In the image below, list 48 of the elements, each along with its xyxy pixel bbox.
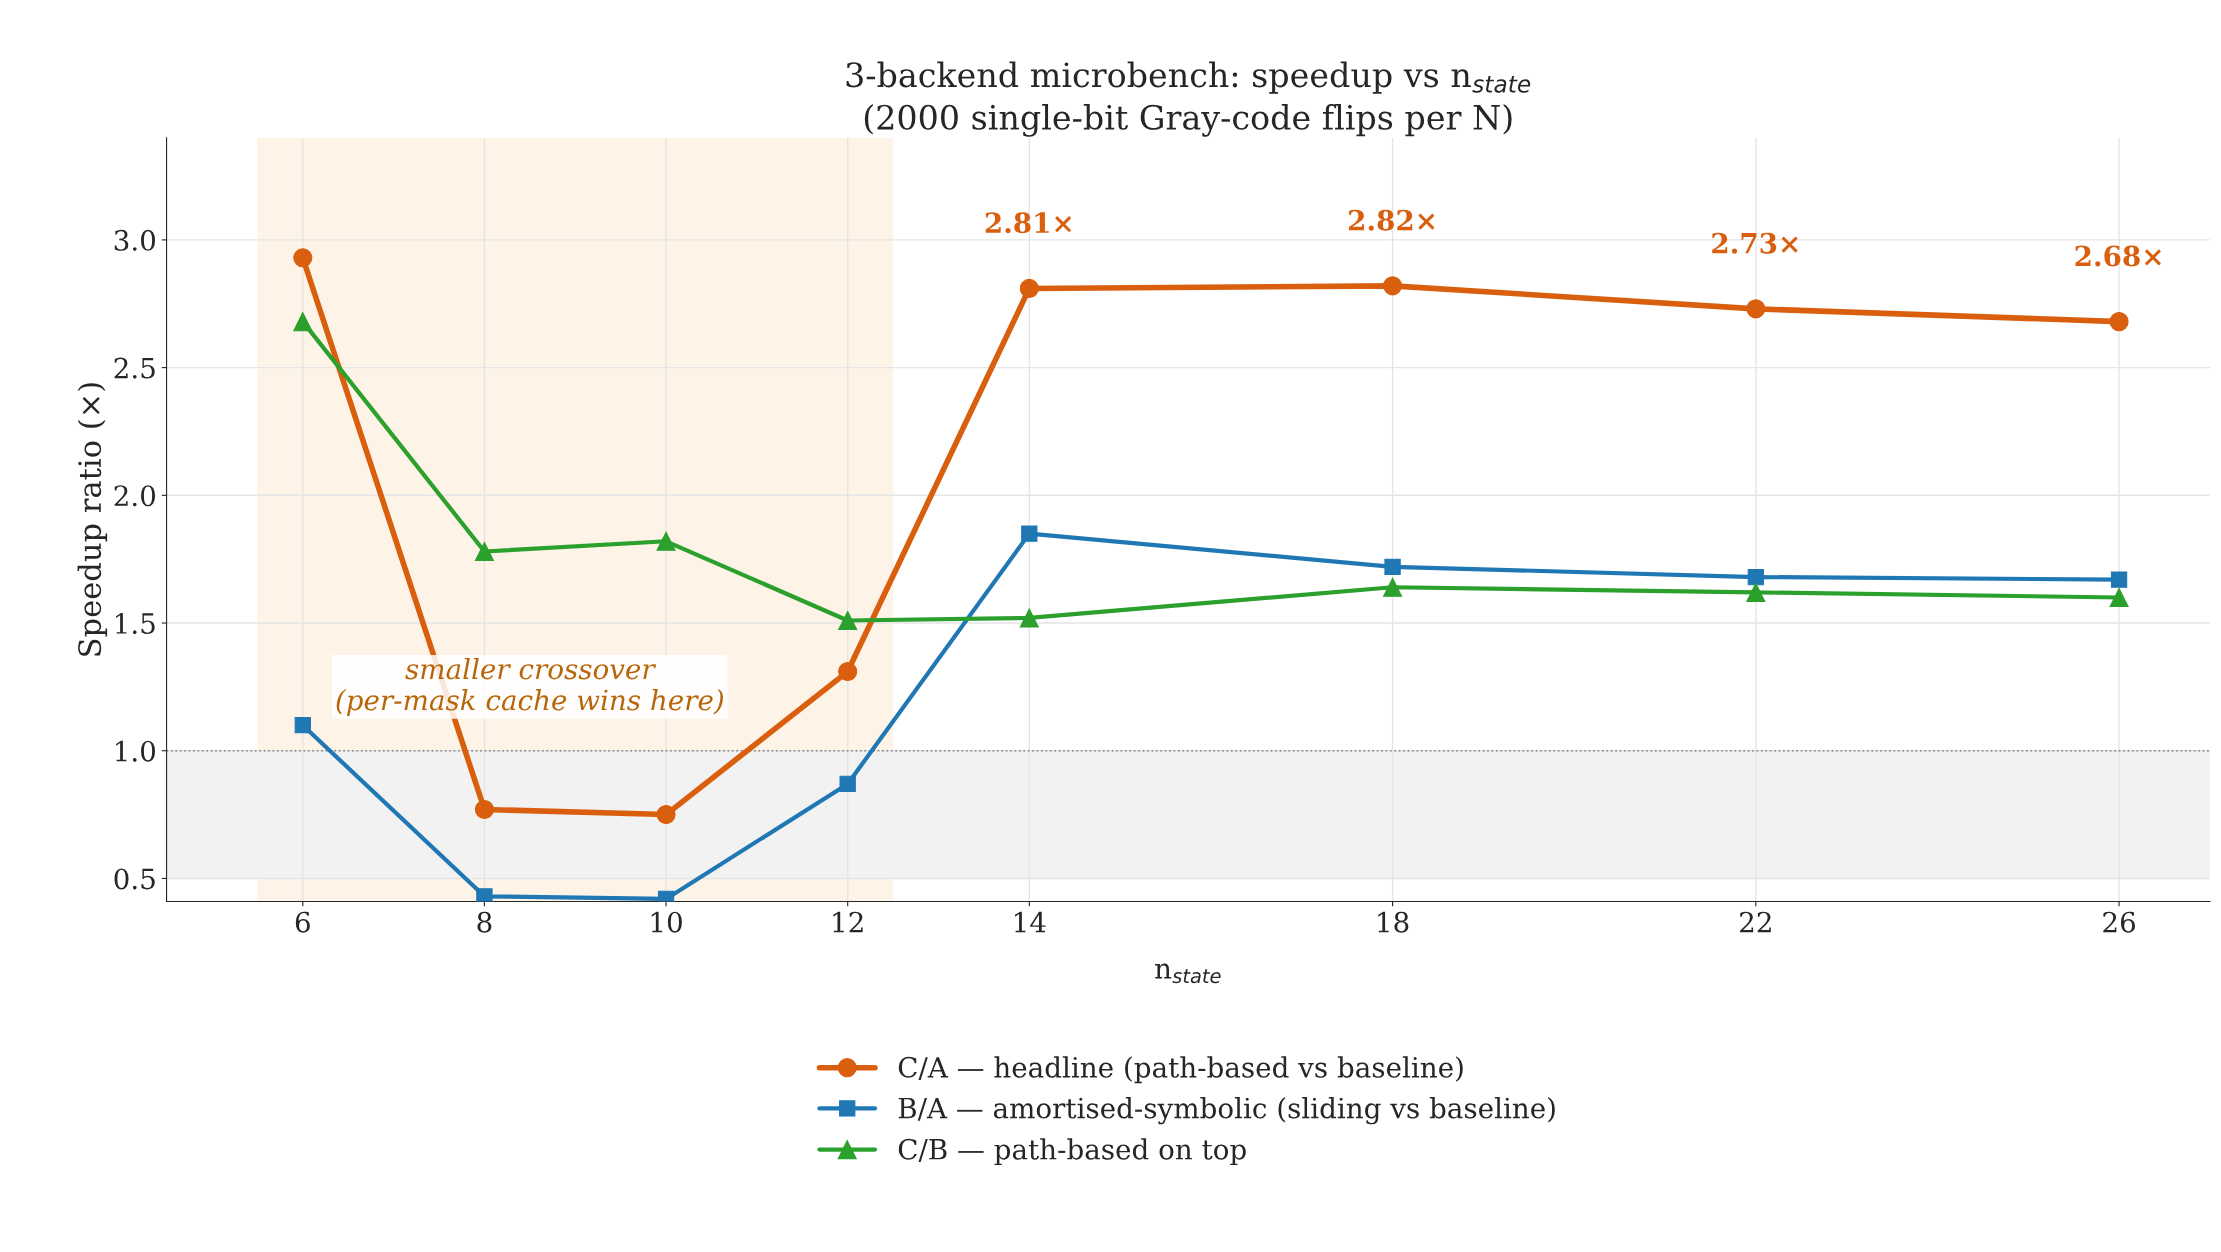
data-label: 2.73×	[1712, 232, 1798, 254]
x-axis-title: n$_{state}$	[1155, 963, 1221, 984]
x-tick-label: 18	[1378, 911, 1409, 933]
point	[474, 799, 494, 820]
point	[293, 248, 313, 268]
point	[2109, 312, 2129, 332]
point	[294, 717, 311, 734]
point	[1746, 299, 1766, 319]
x-tick-label: 10	[651, 911, 682, 933]
legend-label: C/A — headline (path-based vs baseline)	[898, 1056, 1463, 1084]
data-label: 2.81×	[985, 212, 1072, 234]
x-tick-label: 12	[833, 911, 863, 933]
point	[1019, 608, 1039, 628]
point	[2109, 587, 2129, 608]
point	[839, 775, 856, 793]
x-tick-label: 8	[477, 911, 492, 933]
y-tick-label: 1.5	[116, 612, 155, 634]
y-tick-label: 2.0	[114, 485, 156, 507]
x-tick-label: 6	[295, 911, 310, 933]
point	[838, 610, 858, 631]
point	[656, 805, 676, 825]
chart-title: 3-backend microbench: speedup vs n$_{state}$ (2000 single-bit Gray-code flips per N)	[846, 61, 1531, 137]
point	[476, 888, 493, 902]
legend-label: C/B — path-based on top	[898, 1138, 1246, 1166]
x-tick-label: 14	[1015, 911, 1046, 933]
point	[1021, 525, 1038, 542]
y-tick-label: 2.5	[114, 357, 155, 379]
y-axis-title: Speedup ratio (×)	[77, 383, 108, 656]
point	[1384, 558, 1401, 575]
x-tick-label: 26	[2103, 911, 2135, 933]
point	[838, 662, 858, 682]
y-tick-label: 3.0	[114, 229, 156, 251]
point	[1383, 276, 1403, 296]
x-tick-label: 22	[1740, 911, 1771, 933]
point	[1383, 577, 1403, 597]
point	[293, 312, 313, 332]
data-label: 2.82×	[1348, 209, 1435, 231]
y-tick-label: 0.5	[114, 868, 155, 890]
legend-label: B/A — amortised-symbolic (sliding vs baseline)	[898, 1097, 1555, 1125]
point	[1747, 568, 1764, 586]
data-label: 2.68×	[2075, 245, 2161, 267]
point	[2110, 571, 2128, 588]
band-label: smaller crossover (per-mask cache wins here)	[336, 657, 724, 716]
point	[656, 531, 676, 551]
y-tick-label: 1.0	[116, 740, 156, 762]
point	[474, 541, 494, 562]
point	[1019, 278, 1039, 298]
point	[1746, 582, 1766, 602]
